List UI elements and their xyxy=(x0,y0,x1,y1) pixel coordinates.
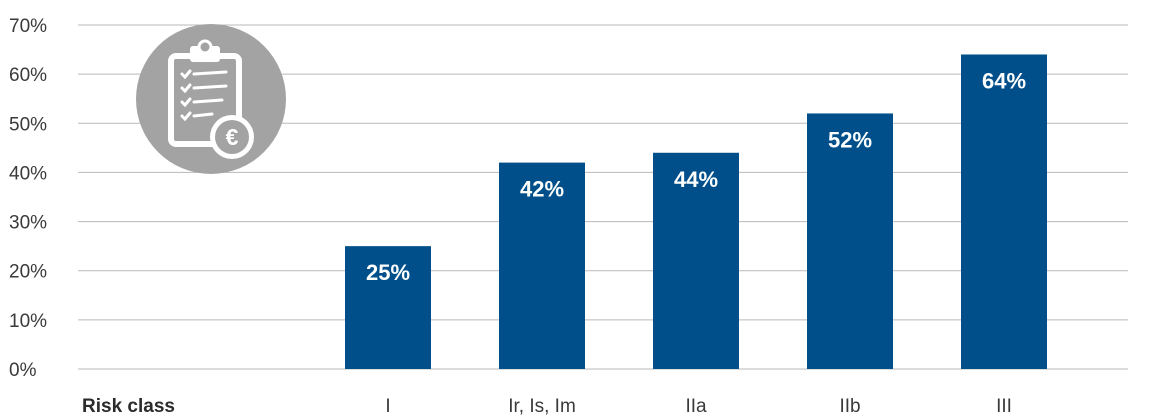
y-tick-label: 60% xyxy=(9,65,47,86)
bar-data-labels: 25% 42% 44% 52% 64% xyxy=(366,68,1026,285)
bar-data-label: 25% xyxy=(366,260,410,285)
bar xyxy=(807,113,893,369)
category-label: IIb xyxy=(839,396,860,417)
y-tick-label: 0% xyxy=(9,360,37,381)
x-axis-title: Risk class xyxy=(82,396,175,417)
bar xyxy=(961,54,1047,369)
bar xyxy=(653,152,739,369)
y-tick-label: 70% xyxy=(9,16,47,37)
bar-data-label: 42% xyxy=(520,177,564,202)
euro-symbol: € xyxy=(226,124,239,150)
clipboard-euro-icon: € xyxy=(136,24,286,174)
category-label: Ir, Is, Im xyxy=(508,396,576,417)
category-label: IIa xyxy=(685,396,707,417)
y-tick-label: 40% xyxy=(9,163,47,184)
bar xyxy=(499,162,585,369)
x-axis-category-labels: I Ir, Is, Im IIa IIb III xyxy=(385,396,1012,417)
bar xyxy=(345,246,431,369)
y-tick-label: 50% xyxy=(9,114,47,135)
y-tick-label: 10% xyxy=(9,311,47,332)
bars xyxy=(345,54,1047,369)
y-axis-tick-labels: 0% 10% 20% 30% 40% 50% 60% 70% xyxy=(9,16,47,381)
category-label: III xyxy=(996,396,1012,417)
bar-data-label: 44% xyxy=(674,167,718,192)
bar-data-label: 52% xyxy=(828,127,872,152)
category-label: I xyxy=(385,396,390,417)
bar-data-label: 64% xyxy=(982,68,1026,93)
y-tick-label: 20% xyxy=(9,262,47,283)
y-tick-label: 30% xyxy=(9,213,47,234)
